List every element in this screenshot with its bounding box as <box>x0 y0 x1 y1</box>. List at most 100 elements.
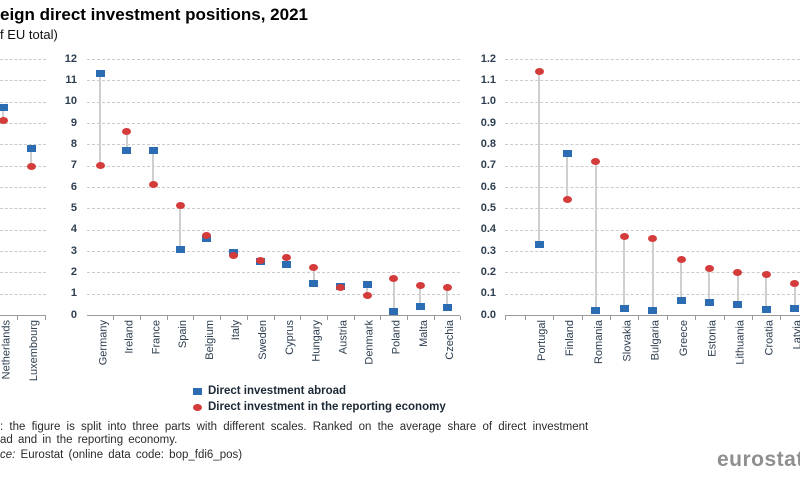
y-tick-label: 10 <box>64 95 77 108</box>
axis-tick <box>505 316 506 320</box>
data-point-abroad <box>761 306 771 314</box>
connector-line <box>651 238 654 311</box>
category-label: Greece <box>678 320 690 357</box>
footnote-source-line: ce: Eurostat (online data code: bop_fdi6… <box>0 449 242 461</box>
category-label: Finland <box>564 320 577 357</box>
data-point-reporting <box>0 117 8 125</box>
category-label: Austria <box>337 320 350 355</box>
y-tick-label: 4 <box>70 223 77 236</box>
grid-line <box>0 251 46 252</box>
data-point-reporting <box>255 257 265 265</box>
grid-line <box>0 208 46 210</box>
grid-line <box>505 80 800 82</box>
data-point-abroad <box>122 147 132 155</box>
data-point-reporting <box>733 268 743 276</box>
data-point-abroad <box>362 280 372 288</box>
data-point-abroad <box>95 70 105 78</box>
y-tick-label: 8 <box>70 137 77 150</box>
eurostat-logo: eurostat <box>717 448 800 471</box>
connector-line <box>793 283 796 309</box>
footnote-line-2: ad and in the reporting economy. <box>0 434 178 446</box>
axis-tick <box>666 316 668 320</box>
category-label: Sweden <box>257 320 270 360</box>
legend-reporting-label: Direct investment in the reporting econo… <box>208 401 446 413</box>
data-point-abroad <box>309 279 319 287</box>
category-label: Denmark <box>364 320 376 365</box>
grid-line <box>0 272 46 274</box>
axis-tick <box>193 316 195 320</box>
data-point-abroad <box>676 296 686 304</box>
y-tick-label: 0.3 <box>480 244 496 257</box>
category-label: Netherlands <box>0 320 12 380</box>
category-label: Spain <box>177 320 190 349</box>
grid-line <box>86 293 461 295</box>
connector-line <box>566 153 569 200</box>
axis-tick <box>638 316 640 320</box>
grid-line <box>0 165 46 167</box>
grid-line <box>0 144 46 146</box>
axis-tick <box>140 316 142 320</box>
data-point-abroad <box>648 307 658 315</box>
source-label-fragment: ce: <box>0 449 16 461</box>
connector-line <box>765 274 768 310</box>
data-point-reporting <box>415 281 425 289</box>
y-tick-label: 1.1 <box>480 73 496 86</box>
connector-line <box>708 268 711 303</box>
y-tick-label: 0.5 <box>480 201 496 214</box>
grid-line <box>0 59 46 60</box>
data-point-abroad <box>442 304 452 312</box>
data-point-abroad <box>282 261 292 269</box>
data-point-reporting <box>95 162 105 170</box>
legend-row-reporting: Direct investment in the reporting econo… <box>193 399 446 415</box>
axis-tick <box>524 316 526 320</box>
data-point-reporting <box>148 181 158 189</box>
y-tick-label: 0 <box>70 308 77 321</box>
data-point-abroad <box>619 305 629 313</box>
data-point-reporting <box>442 283 452 291</box>
axis-tick <box>460 316 462 320</box>
axis-tick <box>246 316 248 320</box>
y-tick-label: 3 <box>70 244 77 257</box>
y-tick-label: 0.0 <box>480 308 496 321</box>
data-point-abroad <box>562 150 572 158</box>
data-point-reporting <box>704 264 714 272</box>
grid-line <box>505 144 800 146</box>
legend-abroad-label: Direct investment abroad <box>208 385 347 397</box>
grid-line <box>505 101 800 103</box>
category-label: Latvia <box>791 320 800 350</box>
data-point-abroad <box>534 241 544 249</box>
data-point-reporting <box>534 68 544 76</box>
data-point-reporting <box>562 196 572 204</box>
axis-tick <box>433 316 435 320</box>
data-point-abroad <box>415 302 425 310</box>
axis-tick <box>45 316 46 320</box>
category-label: Croatia <box>763 320 776 356</box>
connector-line <box>594 161 597 311</box>
axis-tick <box>780 316 782 320</box>
grid-line <box>505 59 800 60</box>
axis-tick <box>113 316 115 320</box>
category-label: Slovakia <box>621 320 634 362</box>
data-point-reporting <box>122 128 132 136</box>
data-point-reporting <box>26 163 36 171</box>
axis-tick <box>581 316 583 320</box>
connector-line <box>179 205 182 250</box>
connector-line <box>125 131 128 151</box>
category-label: Italy <box>230 320 243 341</box>
axis-tick <box>220 316 222 320</box>
y-tick-label: 0.4 <box>480 223 496 236</box>
category-label: Luxembourg <box>28 320 40 382</box>
y-tick-label: 0.1 <box>480 287 496 300</box>
category-label: France <box>150 320 163 355</box>
category-label: Bulgaria <box>649 320 662 361</box>
data-point-reporting <box>648 234 658 242</box>
data-point-reporting <box>309 263 319 271</box>
axis-tick <box>353 316 355 320</box>
connector-line <box>419 285 422 307</box>
data-point-reporting <box>591 157 601 165</box>
y-tick-label: 5 <box>70 201 77 214</box>
grid-line <box>86 251 461 252</box>
connector-line <box>366 284 368 296</box>
category-label: Czechia <box>444 320 457 360</box>
